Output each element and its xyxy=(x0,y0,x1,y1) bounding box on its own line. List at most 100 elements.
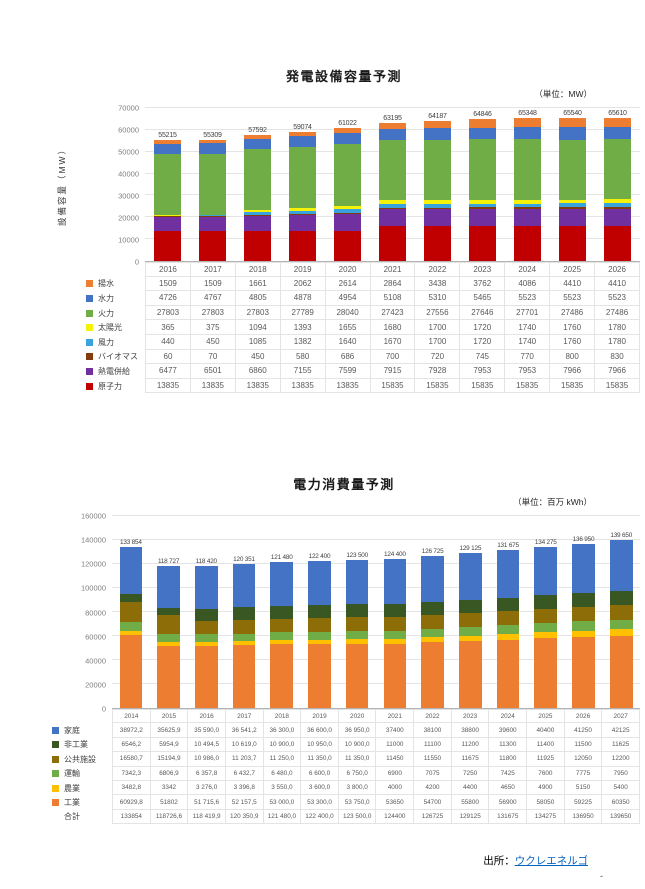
row-cells: 3482,8 3342 3 276,0 3 396,8 3 550,0 3 600,0 3 … xyxy=(112,780,640,796)
bar-segment xyxy=(334,214,361,231)
year-cell: 2021 xyxy=(370,262,416,277)
stacked-bar: 126 725 xyxy=(414,516,452,708)
bar-segment xyxy=(514,226,541,261)
bar-total-label: 139 650 xyxy=(610,532,633,540)
table-cell: 6 750,0 xyxy=(338,766,377,781)
table-cell: 11 350,0 xyxy=(338,752,377,767)
bar-segment xyxy=(496,634,520,640)
bars-layer: 55215 55309 57592 59074 61022 63195 64187 64846… xyxy=(145,108,640,261)
bar-segment xyxy=(559,117,586,128)
table-row: 水力 4726 4767 4805 4878 4954 5108 5310 5465 5523 55… xyxy=(48,291,640,306)
table-cell: 52 157,5 xyxy=(225,795,264,810)
bar-segment xyxy=(609,591,633,605)
stacked-bar: 57592 xyxy=(235,108,280,261)
table-cell: 35 590,0 xyxy=(188,723,226,738)
bar-segment xyxy=(270,632,294,641)
table-cell: 3482,8 xyxy=(113,780,151,796)
table-cell: 6477 xyxy=(146,364,191,379)
y-axis: 0 20000 40000 60000 80000 100000 120000 140000 1… xyxy=(48,512,112,714)
table-cell: 27803 xyxy=(235,305,281,321)
plot-area: 55215 55309 57592 59074 61022 63195 64187 64846… xyxy=(145,107,640,262)
table-cell: 3 600,0 xyxy=(301,780,339,796)
bar-segment xyxy=(308,618,331,632)
table-cell: 6806,9 xyxy=(150,766,189,781)
bar-segment xyxy=(609,629,633,636)
stacked-bar: 61022 xyxy=(325,108,370,261)
bar-segment xyxy=(459,599,482,614)
year-cell: 2024 xyxy=(505,262,551,277)
year-cell: 2024 xyxy=(489,709,528,724)
table-cell: 6 480,0 xyxy=(263,766,302,781)
stacked-bar: 63195 xyxy=(370,108,415,261)
table-cell: 7950 xyxy=(602,766,640,781)
bar-segment xyxy=(379,207,406,210)
bar-segment xyxy=(514,127,541,140)
legend-label: 水力 xyxy=(98,293,114,303)
bar-segment xyxy=(345,643,369,708)
bar-segment xyxy=(559,139,586,200)
table-cell: 4410 xyxy=(550,276,596,292)
bar-segment xyxy=(232,641,256,646)
row-cells: 6477 6501 6860 7155 7599 7915 7928 7953 7953 7966… xyxy=(145,364,640,379)
table-cell: 10 900,0 xyxy=(263,737,302,753)
table-cell: 5310 xyxy=(415,291,461,306)
table-cell: 1740 xyxy=(505,334,551,350)
y-tick-label: 50000 xyxy=(118,147,139,157)
table-cell: 4900 xyxy=(527,780,565,796)
table-row: 工業 60929,8 51802 51 715,6 52 157,5 53 000,0 53… xyxy=(48,795,640,810)
table-cell: 1382 xyxy=(280,334,326,350)
table-cell: 10 494,5 xyxy=(188,737,226,753)
bar-segment xyxy=(232,563,256,608)
bar-total-label: 65540 xyxy=(563,109,582,117)
bar-segment xyxy=(469,199,496,204)
bar-segment xyxy=(534,546,558,596)
bar-total-label: 133 854 xyxy=(120,539,142,547)
bar-segment xyxy=(194,565,218,609)
y-tick-label: 20000 xyxy=(118,213,139,223)
legend-cell: 運輸 xyxy=(48,767,112,781)
legend-label: 合計 xyxy=(64,812,80,822)
y-tick-label: 100000 xyxy=(80,583,106,593)
bar-segment xyxy=(232,633,256,642)
row-cells: 27803 27803 27803 27789 28040 27423 27556 27646… xyxy=(145,305,640,321)
table-cell: 38800 xyxy=(451,723,490,738)
table-cell: 1720 xyxy=(460,320,506,335)
year-cell: 2014 xyxy=(113,709,151,724)
y-tick-label: 120000 xyxy=(80,559,106,569)
y-tick-label: 40000 xyxy=(118,169,139,179)
data-table: 2014 2015 2016 2017 2018 2019 2020 2021 2022 2023… xyxy=(48,709,640,825)
table-cell: 1740 xyxy=(505,320,551,335)
bar-segment xyxy=(199,214,226,216)
bar-segment xyxy=(194,634,218,643)
legend-cell: 非工業 xyxy=(48,738,112,752)
table-cell: 15835 xyxy=(460,378,506,394)
table-cell: 3762 xyxy=(460,276,506,292)
row-cells: 4726 4767 4805 4878 4954 5108 5310 5465 5523 5523… xyxy=(145,291,640,306)
bar-segment xyxy=(345,617,369,631)
bar-segment xyxy=(572,606,595,622)
table-cell: 11675 xyxy=(451,752,490,767)
table-cell: 365 xyxy=(146,320,191,335)
table-cell: 12050 xyxy=(564,752,603,767)
table-cell: 1640 xyxy=(325,334,371,350)
row-cells: 2016 2017 2018 2019 2020 2021 2022 2023 2024 2025… xyxy=(145,262,640,277)
table-cell: 55800 xyxy=(451,795,490,810)
plot-row: 設備容量（MW） 0 10000 20000 30000 40000 50000 60000… xyxy=(48,104,640,267)
bar-total-label: 64846 xyxy=(473,111,492,119)
legend-cell: 太陽光 xyxy=(48,320,145,335)
bar-segment xyxy=(559,203,586,208)
table-cell: 5108 xyxy=(370,291,416,306)
bar-segment xyxy=(157,565,180,609)
stacked-bar: 121 480 xyxy=(263,516,301,708)
bar-segment xyxy=(289,213,316,216)
table-cell: 11400 xyxy=(527,737,565,753)
year-cell: 2026 xyxy=(564,709,603,724)
table-cell: 5523 xyxy=(550,291,596,306)
bar-segment xyxy=(194,645,218,708)
table-cell: 1760 xyxy=(550,320,596,335)
table-cell: 1780 xyxy=(595,320,640,335)
stacked-bar: 139 650 xyxy=(602,516,640,708)
table-cell: 6900 xyxy=(376,766,415,781)
bar-segment xyxy=(383,638,407,644)
source-link[interactable]: ウクレエネルゴ xyxy=(514,855,588,867)
